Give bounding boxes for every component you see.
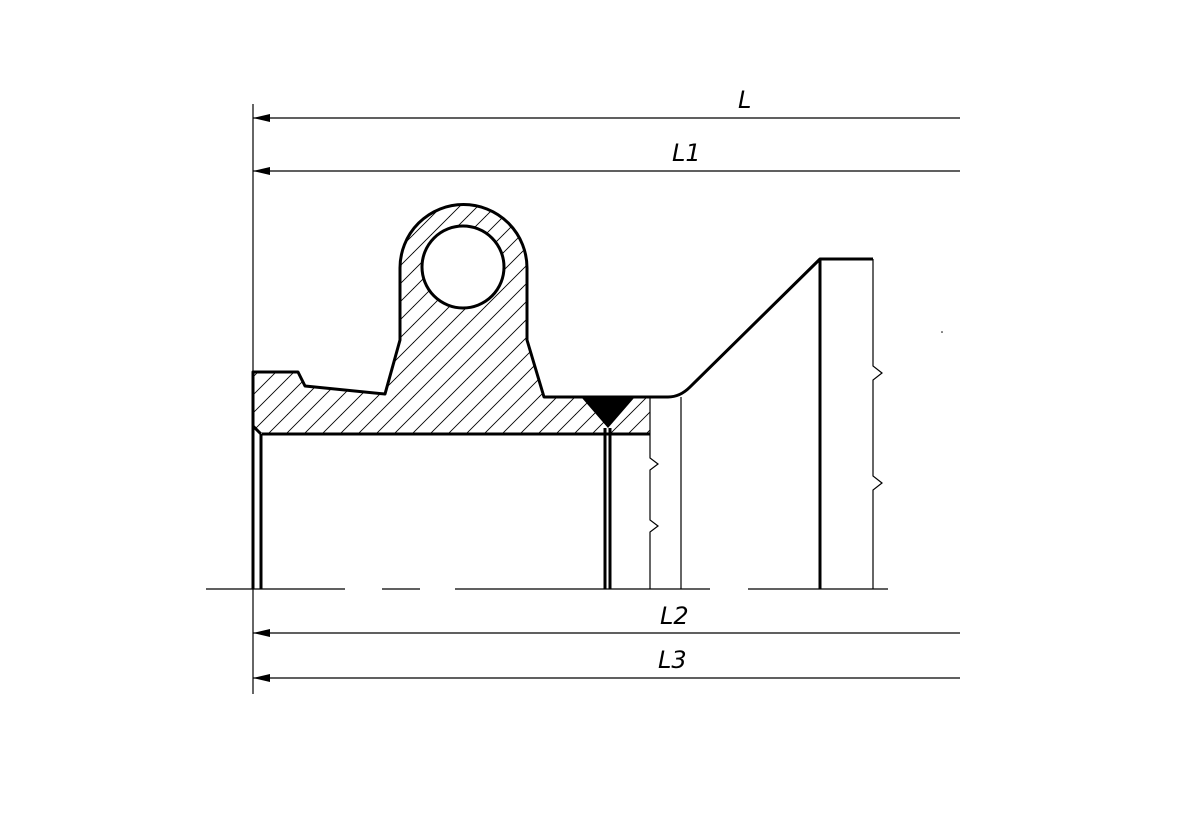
dimension-label-L2: L2 — [660, 602, 689, 630]
dimension-L3: L3 — [253, 646, 960, 682]
dimension-L: L — [253, 86, 960, 122]
break-line-large — [872, 259, 883, 589]
conical-skirt — [667, 257, 873, 589]
dimension-label-L1: L1 — [672, 139, 701, 167]
weld-triangle-icon — [582, 398, 634, 428]
break-line-small — [649, 397, 682, 589]
weld-joint — [582, 398, 634, 589]
dimension-L2: L2 — [253, 602, 960, 637]
flange-outline — [251, 203, 668, 426]
dimension-label-L3: L3 — [658, 646, 687, 674]
stray-dot — [941, 331, 943, 333]
lifting-eye-hole — [420, 224, 506, 310]
dimension-label-L: L — [738, 86, 751, 114]
pipe-left-wall — [251, 424, 263, 589]
dimension-L1: L1 — [253, 139, 960, 175]
flange-section — [251, 203, 668, 436]
